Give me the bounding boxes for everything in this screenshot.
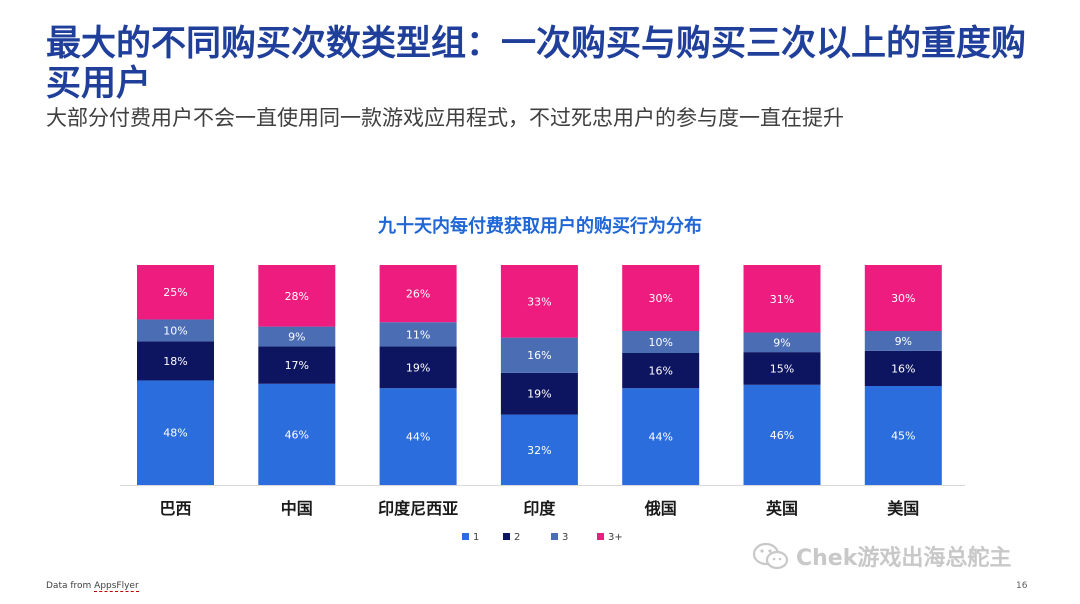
bar-segment	[622, 353, 700, 389]
page-number: 16	[1016, 581, 1028, 591]
bar-segment	[622, 388, 700, 485]
bar-segment	[137, 380, 214, 485]
data-label: 30%	[891, 292, 915, 305]
bar-segment	[137, 341, 214, 381]
source-brand: AppsFlyer	[94, 581, 139, 592]
bar-segment	[137, 319, 214, 342]
bar-segment	[864, 265, 942, 331]
bar-segment	[379, 322, 457, 347]
data-label: 46%	[770, 429, 794, 442]
data-label: 16%	[527, 349, 551, 362]
bar-segment	[258, 383, 336, 485]
data-label: 9%	[895, 335, 912, 348]
bar-segment	[622, 265, 700, 331]
data-label: 11%	[406, 328, 430, 341]
bar-segment	[379, 265, 457, 323]
legend-swatch	[551, 533, 558, 540]
bar-segment	[379, 388, 457, 485]
data-label: 16%	[648, 365, 672, 378]
category-label: 俄国	[644, 499, 677, 518]
data-label: 48%	[163, 427, 187, 440]
source-prefix: Data from	[46, 581, 95, 591]
legend-swatch	[503, 533, 510, 540]
bar-segment	[743, 332, 821, 353]
bar-segment	[864, 386, 942, 485]
category-label: 印度	[523, 499, 556, 518]
data-label: 18%	[163, 355, 187, 368]
data-label: 19%	[406, 361, 430, 374]
bar-segment	[500, 265, 578, 338]
category-label: 印度尼西亚	[378, 499, 458, 518]
bar-segment	[743, 384, 821, 485]
legend-swatch	[597, 533, 604, 540]
bar-segment	[258, 346, 336, 384]
data-label: 25%	[163, 286, 187, 299]
bar-segment	[379, 346, 457, 389]
bar-segment	[743, 352, 821, 385]
bar-segment	[500, 414, 578, 485]
legend-swatch	[462, 533, 469, 540]
data-label: 44%	[648, 431, 672, 444]
bar-segment	[622, 331, 700, 353]
wechat-icon	[752, 542, 789, 570]
data-label: 10%	[648, 336, 672, 349]
data-label: 46%	[285, 428, 309, 441]
legend-label: 3+	[608, 532, 623, 543]
bar-segment	[500, 337, 578, 373]
data-label: 33%	[527, 295, 551, 308]
bar-segment	[258, 265, 336, 327]
data-label: 45%	[891, 430, 915, 443]
data-label: 32%	[527, 444, 551, 457]
data-label: 26%	[406, 288, 430, 301]
data-label: 9%	[288, 331, 305, 344]
bar-segment	[137, 265, 214, 320]
legend-label: 2	[514, 532, 520, 543]
bar-segment	[864, 331, 942, 351]
data-label: 44%	[406, 431, 430, 444]
bar-segment	[743, 265, 821, 333]
data-label: 15%	[770, 362, 794, 375]
data-label: 17%	[285, 359, 309, 372]
bar-segment	[500, 372, 578, 415]
data-label: 30%	[648, 292, 672, 305]
page-title: 最大的不同购买次数类型组：一次购买与购买三次以上的重度购买用户	[46, 24, 1027, 104]
page-subtitle: 大部分付费用户不会一直使用同一款游戏应用程式，不过死忠用户的参与度一直在提升	[46, 106, 844, 130]
category-label: 英国	[765, 499, 798, 518]
data-label: 19%	[527, 388, 551, 401]
legend-label: 1	[473, 532, 479, 543]
data-label: 9%	[773, 336, 790, 349]
chart-title: 九十天内每付费获取用户的购买行为分布	[377, 215, 702, 237]
data-label: 16%	[891, 362, 915, 375]
watermark-text: Chek游戏出海总舵主	[796, 546, 1012, 571]
data-label: 31%	[770, 293, 794, 306]
data-label: 10%	[163, 324, 187, 337]
bar-segment	[258, 326, 336, 347]
category-label: 美国	[887, 499, 919, 518]
watermark: Chek游戏出海总舵主	[752, 540, 1011, 572]
category-label: 巴西	[159, 499, 191, 518]
source-note: Data from AppsFlyer	[46, 581, 139, 592]
bar-segment	[864, 350, 942, 386]
legend-label: 3	[562, 532, 568, 543]
data-label: 28%	[285, 290, 309, 303]
category-label: 中国	[281, 499, 313, 518]
